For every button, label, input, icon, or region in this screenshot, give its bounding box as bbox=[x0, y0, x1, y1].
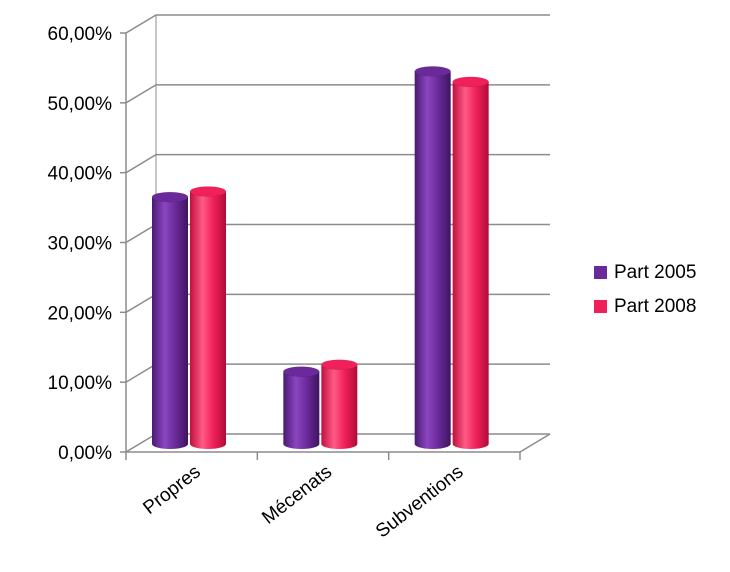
legend-item-0: Part 2005 bbox=[594, 262, 696, 283]
y-tick-label-0: 0,00% bbox=[58, 443, 112, 464]
x-category-label-2: Subventions bbox=[372, 461, 467, 542]
bar-body bbox=[452, 81, 489, 449]
legend-item-1: Part 2008 bbox=[594, 296, 696, 317]
bar-propres-part-2008 bbox=[189, 186, 227, 449]
bar-cap bbox=[283, 366, 320, 377]
bar-cap bbox=[189, 186, 227, 197]
x-axis-labels: Propres Mécenats Subventions bbox=[139, 461, 467, 542]
bar-mécenats-part-2008 bbox=[321, 359, 358, 449]
bar-body bbox=[321, 364, 358, 449]
bars bbox=[151, 66, 489, 450]
legend-swatch bbox=[594, 300, 607, 313]
y-tick-label-1: 10,00% bbox=[48, 373, 113, 394]
bar-body bbox=[152, 197, 188, 449]
bar-mécenats-part-2005 bbox=[283, 366, 320, 449]
legend-label: Part 2008 bbox=[614, 296, 696, 317]
bar-cap bbox=[452, 76, 489, 88]
bar-subventions-part-2008 bbox=[452, 76, 489, 449]
y-tick-label-4: 40,00% bbox=[48, 164, 113, 185]
bar-cap bbox=[151, 191, 189, 203]
bar-propres-part-2005 bbox=[151, 191, 189, 449]
bar-subventions-part-2005 bbox=[414, 66, 451, 450]
y-tick-label-5: 50,00% bbox=[48, 94, 113, 115]
legend: Part 2005 Part 2008 bbox=[594, 262, 696, 317]
bar-body bbox=[190, 191, 226, 449]
legend-label: Part 2005 bbox=[614, 262, 696, 283]
gridline-6 bbox=[125, 14, 550, 34]
y-tick-label-3: 30,00% bbox=[48, 234, 113, 255]
bar-cap bbox=[321, 359, 358, 370]
y-axis-ticks: 0,00% 10,00% 20,00% 30,00% 40,00% 50,00% 60,00… bbox=[48, 24, 126, 464]
y-tick-label-6: 60,00% bbox=[48, 24, 113, 45]
x-category-label-1: Mécenats bbox=[258, 461, 336, 528]
bar-body bbox=[414, 71, 451, 450]
legend-swatch bbox=[594, 266, 607, 279]
x-category-label-0: Propres bbox=[139, 461, 204, 519]
bar-body bbox=[283, 371, 320, 449]
bar-cap bbox=[414, 66, 451, 77]
y-tick-label-2: 20,00% bbox=[48, 303, 113, 324]
